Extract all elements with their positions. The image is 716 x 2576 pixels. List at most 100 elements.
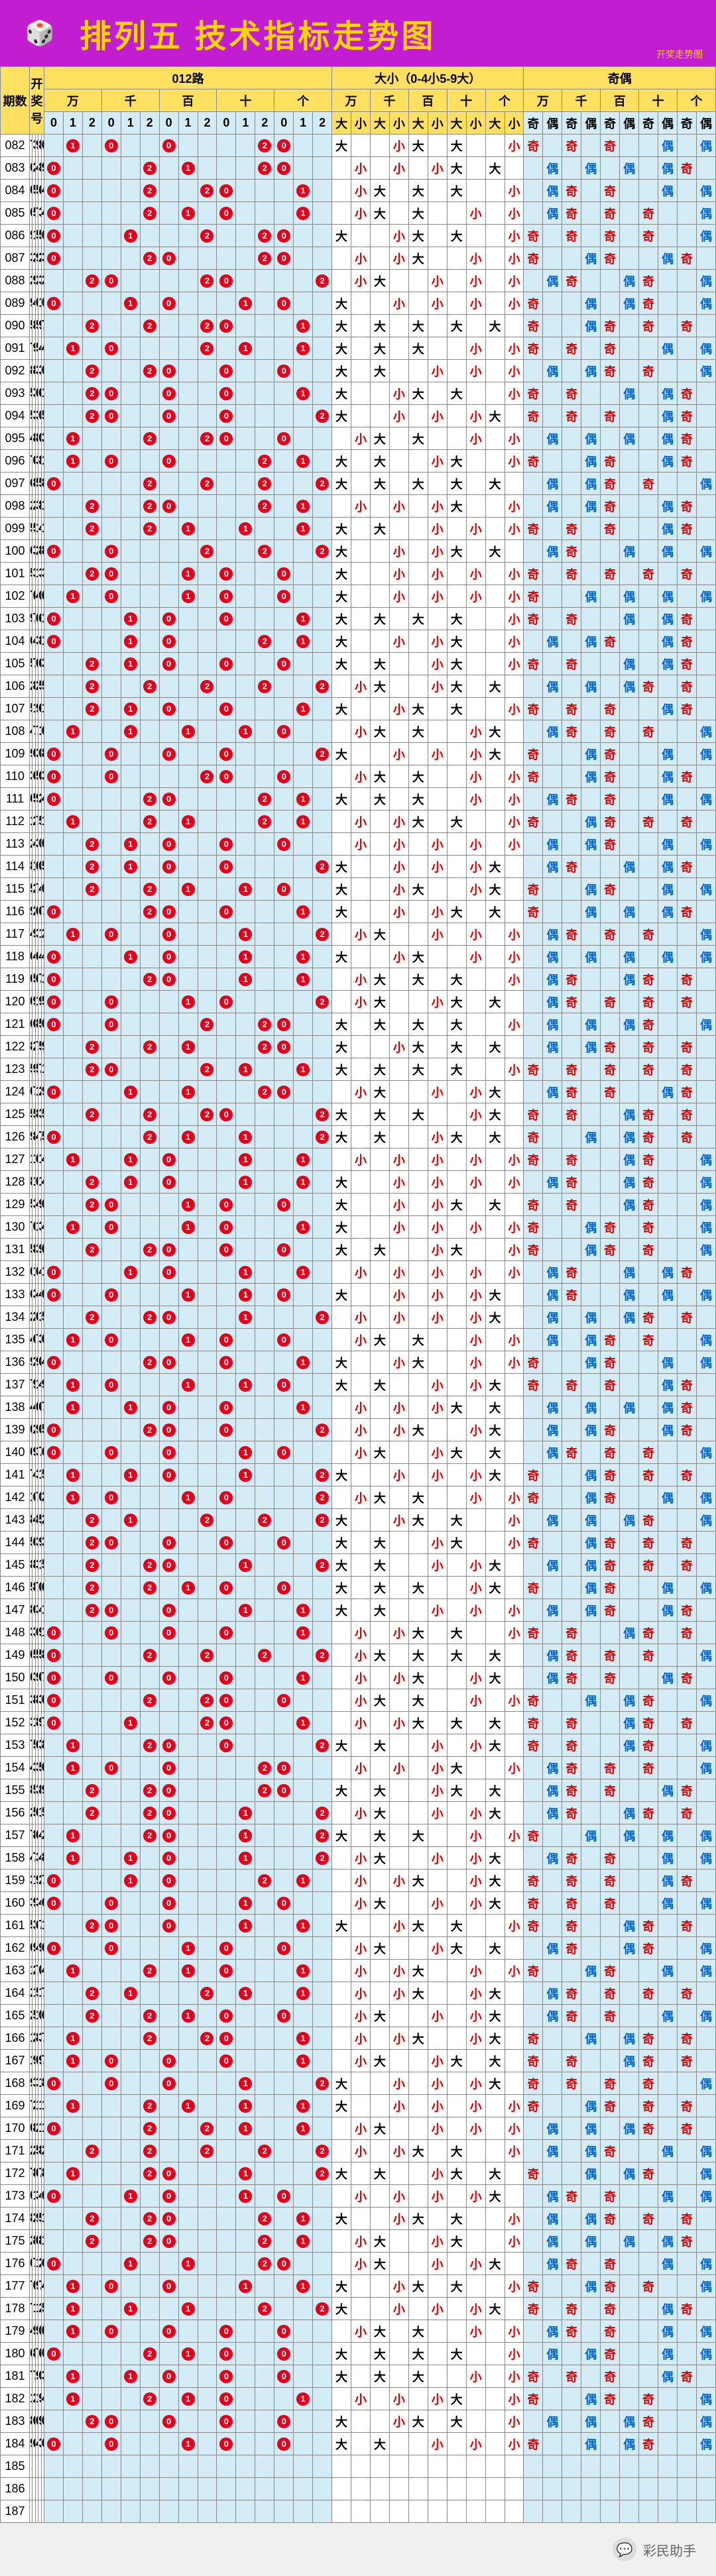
cell-dx-small: 小 (389, 1464, 408, 1486)
cell-dx-big: 大 (485, 2185, 505, 2208)
cell-jo-odd (677, 585, 696, 608)
cell-dx-small (428, 1622, 447, 1644)
cell-012 (159, 2005, 178, 2027)
cell-012 (178, 2275, 198, 2298)
route-ball: 0 (47, 748, 60, 761)
cell-dx-big (408, 1464, 428, 1486)
cell-012 (313, 495, 332, 518)
cell-012: 0 (217, 698, 236, 720)
cell-dx-small (389, 1937, 408, 1960)
cell-012 (101, 2117, 121, 2140)
cell-blank (524, 2455, 543, 2478)
cell-dx-big: 大 (485, 878, 505, 901)
cell-jo-even (543, 1532, 562, 1554)
route-ball: 1 (296, 635, 310, 648)
cell-dx-big: 大 (447, 1622, 466, 1644)
route-ball: 2 (86, 1108, 99, 1121)
cell-issue: 135 (1, 1329, 30, 1351)
cell-012: 1 (63, 585, 82, 608)
cell-012 (198, 923, 217, 946)
cell-012 (198, 2410, 217, 2433)
route-ball: 1 (182, 2100, 195, 2113)
route-ball: 2 (258, 139, 271, 152)
route-ball: 0 (105, 2415, 118, 2428)
header-dx-sub: 大 (332, 112, 351, 135)
cell-012: 0 (274, 720, 294, 743)
cell-012 (159, 1329, 178, 1351)
cell-jo-odd (562, 315, 581, 337)
cell-dx-small: 小 (389, 1351, 408, 1374)
cell-jo-even: 偶 (620, 1802, 639, 1824)
cell-dx-small (351, 1126, 371, 1148)
cell-dx-big: 大 (485, 2027, 505, 2050)
cell-012 (313, 2027, 332, 2050)
route-ball: 0 (162, 928, 176, 941)
cell-dx-big: 大 (408, 2027, 428, 2050)
route-ball: 0 (162, 2415, 176, 2428)
cell-012: 0 (101, 1532, 121, 1554)
cell-dx-small: 小 (389, 405, 408, 427)
cell-012 (178, 1103, 198, 1126)
cell-012 (217, 1058, 236, 1081)
cell-dx-small (351, 788, 371, 811)
cell-012 (198, 2365, 217, 2388)
cell-issue: 171 (1, 2140, 30, 2162)
route-ball: 1 (296, 207, 310, 220)
cell-012 (236, 2433, 255, 2455)
cell-jo-odd: 奇 (677, 1915, 696, 1937)
cell-012 (44, 2388, 64, 2410)
cell-dx-small: 小 (351, 968, 371, 991)
cell-012 (101, 1126, 121, 1148)
cell-jo-odd (677, 2005, 696, 2027)
table-body: 0827398010020大小大大小奇奇奇偶偶0830248902120小小小大… (1, 135, 716, 2523)
cell-jo-odd: 奇 (601, 135, 620, 157)
cell-012 (63, 608, 82, 630)
cell-issue: 155 (1, 1779, 30, 1802)
cell-012 (236, 1103, 255, 1126)
cell-dx-small: 小 (466, 1599, 485, 1622)
cell-dx-big: 大 (447, 2275, 466, 2298)
cell-jo-even: 偶 (696, 585, 715, 608)
cell-012 (313, 247, 332, 270)
cell-012 (44, 1577, 64, 1599)
cell-012 (140, 2320, 159, 2343)
cell-012 (313, 1081, 332, 1103)
cell-dx-small (505, 1396, 524, 1419)
route-ball: 0 (162, 1784, 176, 1797)
cell-dx-small (466, 473, 485, 495)
cell-jo-odd: 奇 (524, 878, 543, 901)
cell-012 (313, 2230, 332, 2253)
cell-dx-big (447, 247, 466, 270)
cell-012: 1 (294, 2208, 313, 2230)
cell-issue: 120 (1, 991, 30, 1013)
cell-dx-small: 小 (389, 1261, 408, 1284)
route-ball: 0 (219, 2347, 233, 2361)
cell-jo-even: 偶 (543, 1802, 562, 1824)
route-ball: 0 (162, 2325, 176, 2338)
cell-012: 0 (44, 202, 64, 225)
cell-012 (255, 1937, 274, 1960)
route-ball: 0 (105, 1536, 118, 1549)
cell-012 (313, 1171, 332, 1194)
cell-dx-big: 大 (332, 225, 351, 247)
cell-dx-big: 大 (408, 1622, 428, 1644)
cell-012: 1 (178, 518, 198, 540)
cell-012 (82, 1960, 101, 1982)
cell-012: 0 (44, 1892, 64, 1915)
cell-dx-big: 大 (332, 1779, 351, 1802)
cell-012 (294, 2005, 313, 2027)
cell-dx-small (389, 765, 408, 788)
cell-jo-odd (639, 1960, 658, 1982)
cell-012 (313, 1779, 332, 1802)
cell-issue: 085 (1, 202, 30, 225)
cell-012: 0 (44, 1126, 64, 1148)
cell-012: 1 (294, 901, 313, 923)
cell-dx-small: 小 (466, 1329, 485, 1351)
cell-jo-even: 偶 (658, 1486, 678, 1509)
cell-jo-even (581, 180, 601, 202)
cell-jo-odd (677, 337, 696, 360)
cell-012: 2 (140, 157, 159, 180)
cell-jo-even (543, 1892, 562, 1915)
cell-dx-small (428, 2343, 447, 2365)
cell-blank (543, 2478, 562, 2500)
